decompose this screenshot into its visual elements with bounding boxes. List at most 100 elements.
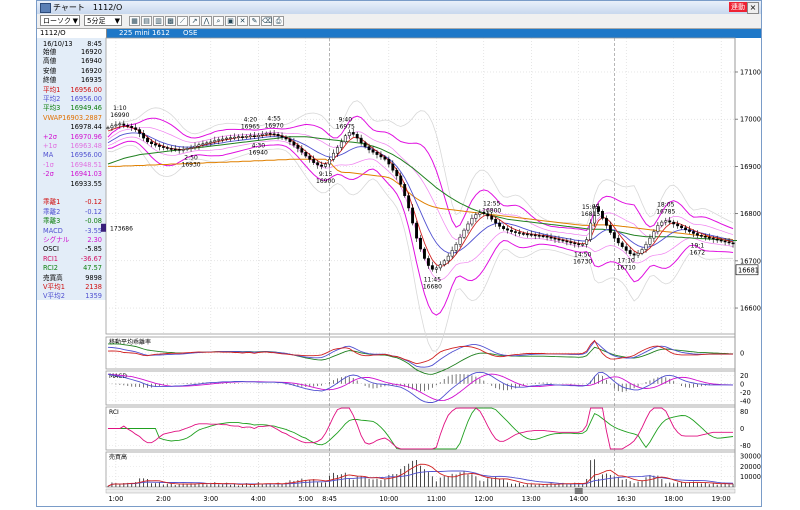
close-icon[interactable]: × — [747, 2, 759, 14]
symbol-code[interactable]: 1112/O — [37, 29, 107, 38]
candle-body — [237, 136, 240, 138]
candle-body — [126, 125, 130, 127]
print-tool-icon[interactable]: ⎙ — [273, 16, 284, 26]
pen-tool-icon[interactable]: ✎ — [249, 16, 260, 26]
candle-body — [561, 239, 565, 242]
candle-body — [612, 232, 616, 239]
candle-body — [652, 231, 656, 239]
x-tick-label: 13:00 — [522, 495, 541, 503]
eraser-tool-icon[interactable]: ⌫ — [261, 16, 272, 26]
panel-row: 平均1 16956.00 — [37, 86, 106, 94]
panel-row-label: 平均2 — [43, 95, 61, 103]
table-tool-icon[interactable]: ▥ — [153, 16, 164, 26]
callout-time: 4:20 — [244, 117, 258, 124]
chart-area[interactable]: 1:00 2:00 3:00 4:00 5:00 8:45 10:00 11:00 12:00 1… — [75, 1, 761, 510]
x-tick-label: 11:00 — [427, 495, 446, 503]
panel-row-value: -36.67 — [80, 254, 102, 263]
time-scroll-thumb[interactable] — [574, 488, 583, 494]
x-tick-label: 16:30 — [617, 495, 636, 503]
candle-body — [209, 141, 213, 144]
chevron-down-icon: ▼ — [72, 17, 78, 25]
candle-body — [450, 250, 454, 257]
candle-body — [616, 237, 620, 244]
panel-row-value: 1359 — [85, 292, 102, 301]
candle-body — [573, 242, 577, 245]
candle-body — [288, 138, 292, 143]
band-outer-upper — [107, 100, 734, 226]
panel-row-value: 2.30 — [87, 236, 102, 244]
panel-time: 8:45 — [87, 40, 102, 48]
panel-row: 安値 16920 — [37, 67, 106, 75]
ma-long-line — [107, 136, 737, 241]
candle-body — [304, 151, 308, 157]
sub-y-tick-label: 20000 — [740, 463, 761, 471]
fit-tool-icon[interactable]: ▣ — [225, 16, 236, 26]
x-tick-label: 3:00 — [203, 495, 218, 503]
callout-price: 1672 — [690, 249, 705, 256]
candle-body — [446, 255, 450, 262]
sub-y-tick-label: 20 — [740, 372, 748, 380]
dev-pane-label: 移動平均乖離率 — [109, 338, 151, 346]
vwap-line — [107, 158, 734, 241]
callout-time: 14:50 — [574, 251, 591, 258]
candle-body — [173, 148, 177, 151]
candle-body — [229, 137, 233, 139]
panel-row-value: 16956.00 — [70, 151, 102, 160]
candle-body — [347, 132, 351, 136]
bar-tool-icon[interactable]: ▤ — [141, 16, 152, 26]
candle-body — [589, 222, 593, 240]
chart-type-select[interactable]: ローソク ▼ — [40, 15, 80, 26]
line-tool-icon[interactable]: ⟋ — [177, 16, 188, 26]
panel-row: 乖離2 -0.12 — [37, 208, 106, 216]
candle-body — [676, 223, 680, 227]
candle-body — [656, 225, 660, 232]
band-outer-lower — [107, 144, 734, 352]
panel-row: MACD -3.55 — [37, 227, 106, 235]
panel-row-value: 16948.51 — [70, 160, 102, 169]
chart-svg[interactable]: 1:00 2:00 3:00 4:00 5:00 8:45 10:00 11:00 12:00 1… — [75, 1, 761, 508]
x-tick-label: 12:00 — [474, 495, 493, 503]
candle-body — [664, 220, 668, 223]
link-badge[interactable]: 連動 — [729, 2, 747, 12]
y-tick-label: 16600 — [740, 305, 761, 313]
panel-row-value: 16949.46 — [70, 104, 102, 113]
panel-row: シグナル 2.30 — [37, 236, 106, 244]
candle-body — [256, 135, 260, 137]
candle-body — [434, 267, 438, 270]
cross-tool-icon[interactable]: ✕ — [237, 16, 248, 26]
band-2sigma-lower — [107, 140, 734, 316]
callout-price: 16710 — [617, 264, 636, 271]
candle-body — [597, 206, 600, 212]
candle-body — [138, 129, 142, 134]
chevron-down-icon: ▼ — [114, 17, 120, 25]
zoom-tool-icon[interactable]: ⌕ — [213, 16, 224, 26]
panel-row: OSCI -5.85 — [37, 245, 106, 253]
panel-row-label: 始値 — [43, 48, 57, 56]
x-tick-label: 8:45 — [322, 495, 337, 503]
panel-row-value: 16920 — [81, 66, 102, 75]
candle-body — [146, 137, 149, 143]
candle-body — [122, 123, 126, 126]
candle-body — [312, 159, 316, 163]
panel-row-value: -5.85 — [84, 245, 102, 254]
panel-row: V平均2 1359 — [37, 292, 106, 300]
callout-price: 16930 — [182, 162, 201, 169]
grid-tool-icon[interactable]: ▩ — [165, 16, 176, 26]
trend-tool-icon[interactable]: ↗ — [189, 16, 200, 26]
candle-body — [620, 242, 624, 247]
panel-date: 16/10/13 — [43, 40, 73, 48]
sub-y-tick-label: -80 — [740, 442, 751, 450]
candle-body — [332, 152, 335, 160]
interval-select[interactable]: 5分足 ▼ — [84, 15, 122, 26]
candle-tool-icon[interactable]: ▦ — [129, 16, 140, 26]
callout-time: 4:55 — [267, 115, 281, 122]
zigzag-tool-icon[interactable]: ⋀ — [201, 16, 212, 26]
panel-row-label: 乖離1 — [43, 198, 61, 207]
candle-body — [593, 206, 596, 224]
candle-body — [415, 222, 418, 239]
panel-row: 始値 16920 — [37, 48, 106, 56]
panel-row-label: 安値 — [43, 66, 57, 75]
dev-red-line — [107, 339, 734, 365]
callout-price: 16785 — [656, 209, 675, 216]
panel-row-value: 16978.44 — [70, 123, 102, 132]
